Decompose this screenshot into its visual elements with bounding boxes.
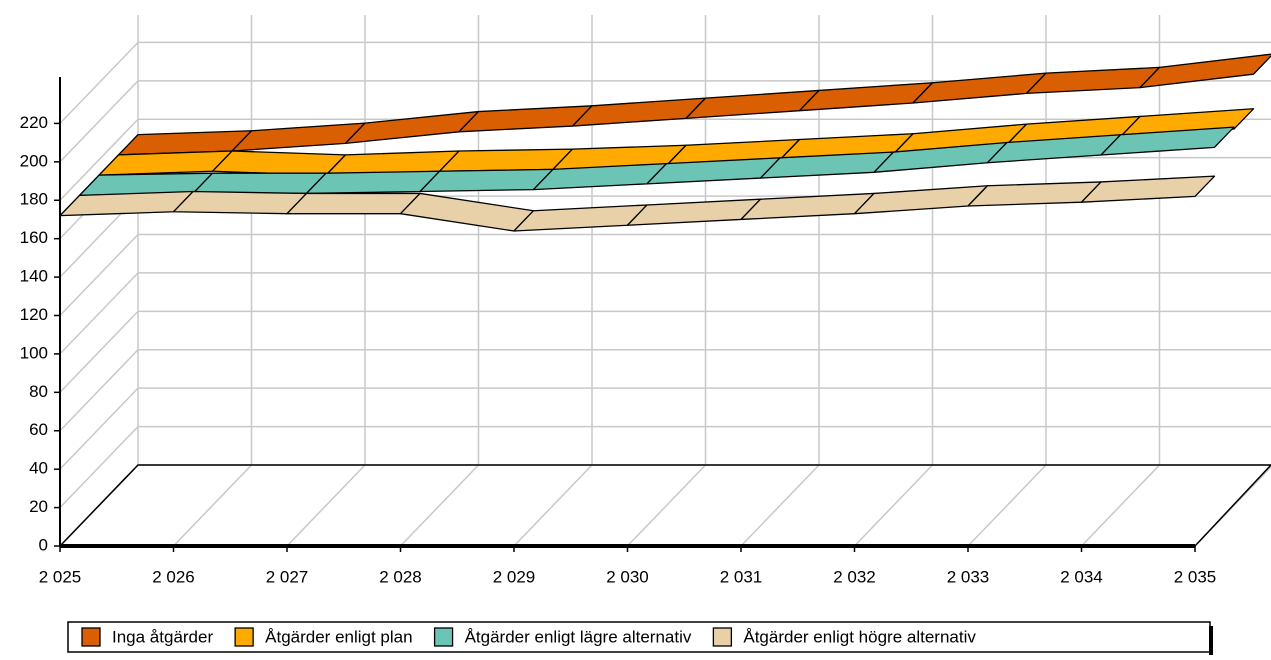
ribbon-segment: [1100, 126, 1235, 156]
ribbon-segment: [513, 204, 648, 232]
y-tick-label: 100: [20, 343, 48, 362]
ribbon-segment: [399, 192, 535, 232]
legend-label: Åtgärder enligt högre alternativ: [743, 627, 976, 646]
wall-grid-line: [59, 310, 139, 393]
y-tick-label: 60: [29, 420, 48, 439]
floor-grid-line: [399, 464, 480, 547]
y-tick-label: 120: [20, 305, 48, 324]
ribbon-segment: [438, 148, 574, 172]
y-tick-label: 220: [20, 113, 48, 132]
x-tick-label: 2 025: [39, 567, 82, 586]
y-tick-label: 160: [20, 228, 48, 247]
legend-swatch: [712, 627, 733, 647]
x-tick-label: 2 031: [720, 567, 763, 586]
floor-grid-line: [286, 464, 366, 547]
ribbon-segment: [853, 185, 989, 215]
wall-grid-line: [59, 233, 139, 317]
x-tick-label: 2 030: [606, 567, 649, 586]
x-tick-label: 2 028: [379, 567, 422, 586]
ribbon-segment: [740, 192, 875, 221]
wall-grid-line: [59, 426, 139, 509]
x-tick-label: 2 026: [152, 567, 195, 586]
ribbon-segment: [286, 192, 421, 215]
legend-swatch: [234, 627, 254, 647]
ribbon-segment: [211, 150, 347, 176]
legend-swatch: [81, 627, 101, 647]
floor-grid-line: [740, 464, 820, 547]
legend-label: Åtgärder enligt plan: [265, 627, 412, 646]
x-tick-label: 2 027: [266, 567, 309, 586]
x-tick-label: 2 032: [833, 567, 876, 586]
floor-grid-line: [853, 464, 934, 547]
floor-grid-line: [967, 464, 1047, 547]
floor: [59, 464, 1271, 547]
x-tick-label: 2 029: [493, 567, 536, 586]
ribbon-segment: [626, 198, 762, 226]
x-tick-label: 2 034: [1060, 567, 1103, 586]
wall-grid-line: [59, 272, 139, 355]
ribbon-segment: [419, 168, 554, 193]
legend: Inga åtgärder Åtgärder enligt plan Åtgärde…: [67, 621, 1213, 655]
legend-label: Åtgärder enligt lägre alternativ: [465, 627, 692, 646]
ribbon-segment: [1080, 175, 1216, 203]
y-tick-label: 0: [39, 535, 48, 554]
x-tick-label: 2 033: [947, 567, 990, 586]
wall-grid-line: [59, 387, 139, 470]
y-tick-label: 180: [20, 190, 48, 209]
ribbon-segment: [305, 170, 441, 195]
x-tick-label: 2 035: [1174, 567, 1217, 586]
ribbon-segment: [1139, 53, 1271, 89]
wall-grid-line: [59, 80, 139, 163]
ribbon-segment: [192, 172, 327, 195]
ribbon-segment: [172, 190, 308, 215]
floor-grid-line: [626, 464, 707, 547]
y-tick-label: 200: [20, 151, 48, 170]
wall-grid-line: [59, 118, 139, 201]
legend-label: Inga åtgärder: [112, 627, 213, 646]
wall-grid-line: [59, 41, 139, 124]
y-tick-label: 20: [29, 497, 48, 516]
y-tick-label: 140: [20, 267, 48, 286]
legend-swatch: [433, 627, 454, 647]
floor-grid-line: [172, 464, 253, 547]
floor-grid-line: [513, 464, 593, 547]
wall-grid-line: [59, 349, 139, 432]
floor-grid-line: [1080, 464, 1161, 547]
y-tick-label: 80: [29, 382, 48, 401]
y-tick-label: 40: [29, 459, 48, 478]
